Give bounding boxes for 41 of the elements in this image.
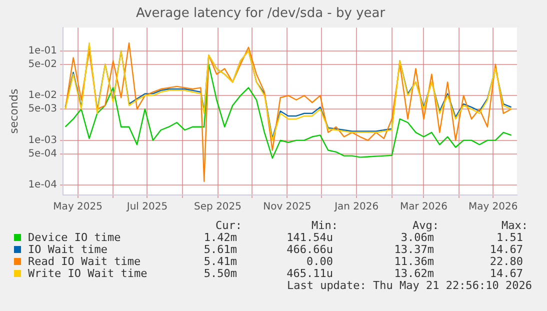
x-tick-label: Jul 2025 <box>126 202 168 213</box>
text: 1.42m <box>204 231 237 244</box>
text: 141.54u <box>286 231 333 244</box>
text: Max: <box>502 219 528 232</box>
y-tick-label: 1e-04 <box>28 180 58 191</box>
text: 466.66u <box>286 243 333 256</box>
legend-label: Read IO Wait time <box>28 255 141 268</box>
y-tick-label: 5e-02 <box>28 58 58 70</box>
y-axis-title: seconds <box>7 88 20 134</box>
text: 5.41m <box>204 255 237 268</box>
legend-label: IO Wait time <box>28 243 108 256</box>
text: Min: <box>312 219 338 232</box>
x-tick-label: May 2025 <box>53 202 102 213</box>
text: Cur: <box>216 219 242 232</box>
text: 5.61m <box>204 243 237 256</box>
y-tick-label: 1e-01 <box>28 45 58 56</box>
x-tick-label: Sep 2025 <box>194 202 242 213</box>
text: 1.51 <box>496 231 523 244</box>
text: 14.67 <box>490 243 523 256</box>
legend-label: Device IO time <box>28 231 121 244</box>
text: Avg: <box>412 219 439 232</box>
text: 465.11u <box>286 267 333 280</box>
text: 5.50m <box>204 267 237 280</box>
chart-title: Average latency for /dev/sda - by year <box>136 6 386 22</box>
text: 3.06m <box>400 231 434 244</box>
text: 11.36m <box>394 255 434 268</box>
x-tick-label: May 2026 <box>468 202 518 213</box>
legend-label: Write IO Wait time <box>28 267 148 280</box>
text: 0.00 <box>306 255 333 268</box>
text: Last update: Thu May 21 22:56:10 2026 <box>286 279 532 292</box>
text: 13.62m <box>394 267 434 280</box>
x-tick-label: Mar 2026 <box>400 202 448 213</box>
x-tick-label: Jan 2026 <box>334 202 379 213</box>
y-tick-label: 1e-02 <box>28 90 58 102</box>
y-tick-label: 5e-03 <box>28 104 58 115</box>
y-tick-label: 1e-03 <box>28 134 58 146</box>
text: 13.37m <box>394 243 434 256</box>
text: 14.67 <box>490 267 523 280</box>
text: 22.80 <box>490 255 523 268</box>
x-tick-label: Nov 2025 <box>263 202 312 213</box>
y-tick-label: 5e-04 <box>28 148 58 160</box>
